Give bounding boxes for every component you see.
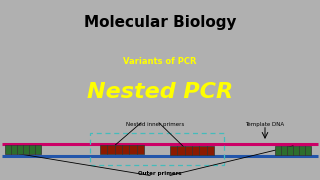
Text: Molecular Biology: Molecular Biology <box>84 15 236 30</box>
Bar <box>100 145 144 154</box>
Text: Nested inner primers: Nested inner primers <box>126 122 184 127</box>
Bar <box>90 133 224 165</box>
Bar <box>5 145 41 154</box>
Text: Nested PCR: Nested PCR <box>87 82 233 102</box>
Text: Outer primers: Outer primers <box>138 171 182 176</box>
Text: Variants of PCR: Variants of PCR <box>123 57 197 66</box>
Bar <box>170 146 214 155</box>
Text: Template DNA: Template DNA <box>245 122 284 127</box>
Bar <box>275 146 311 155</box>
